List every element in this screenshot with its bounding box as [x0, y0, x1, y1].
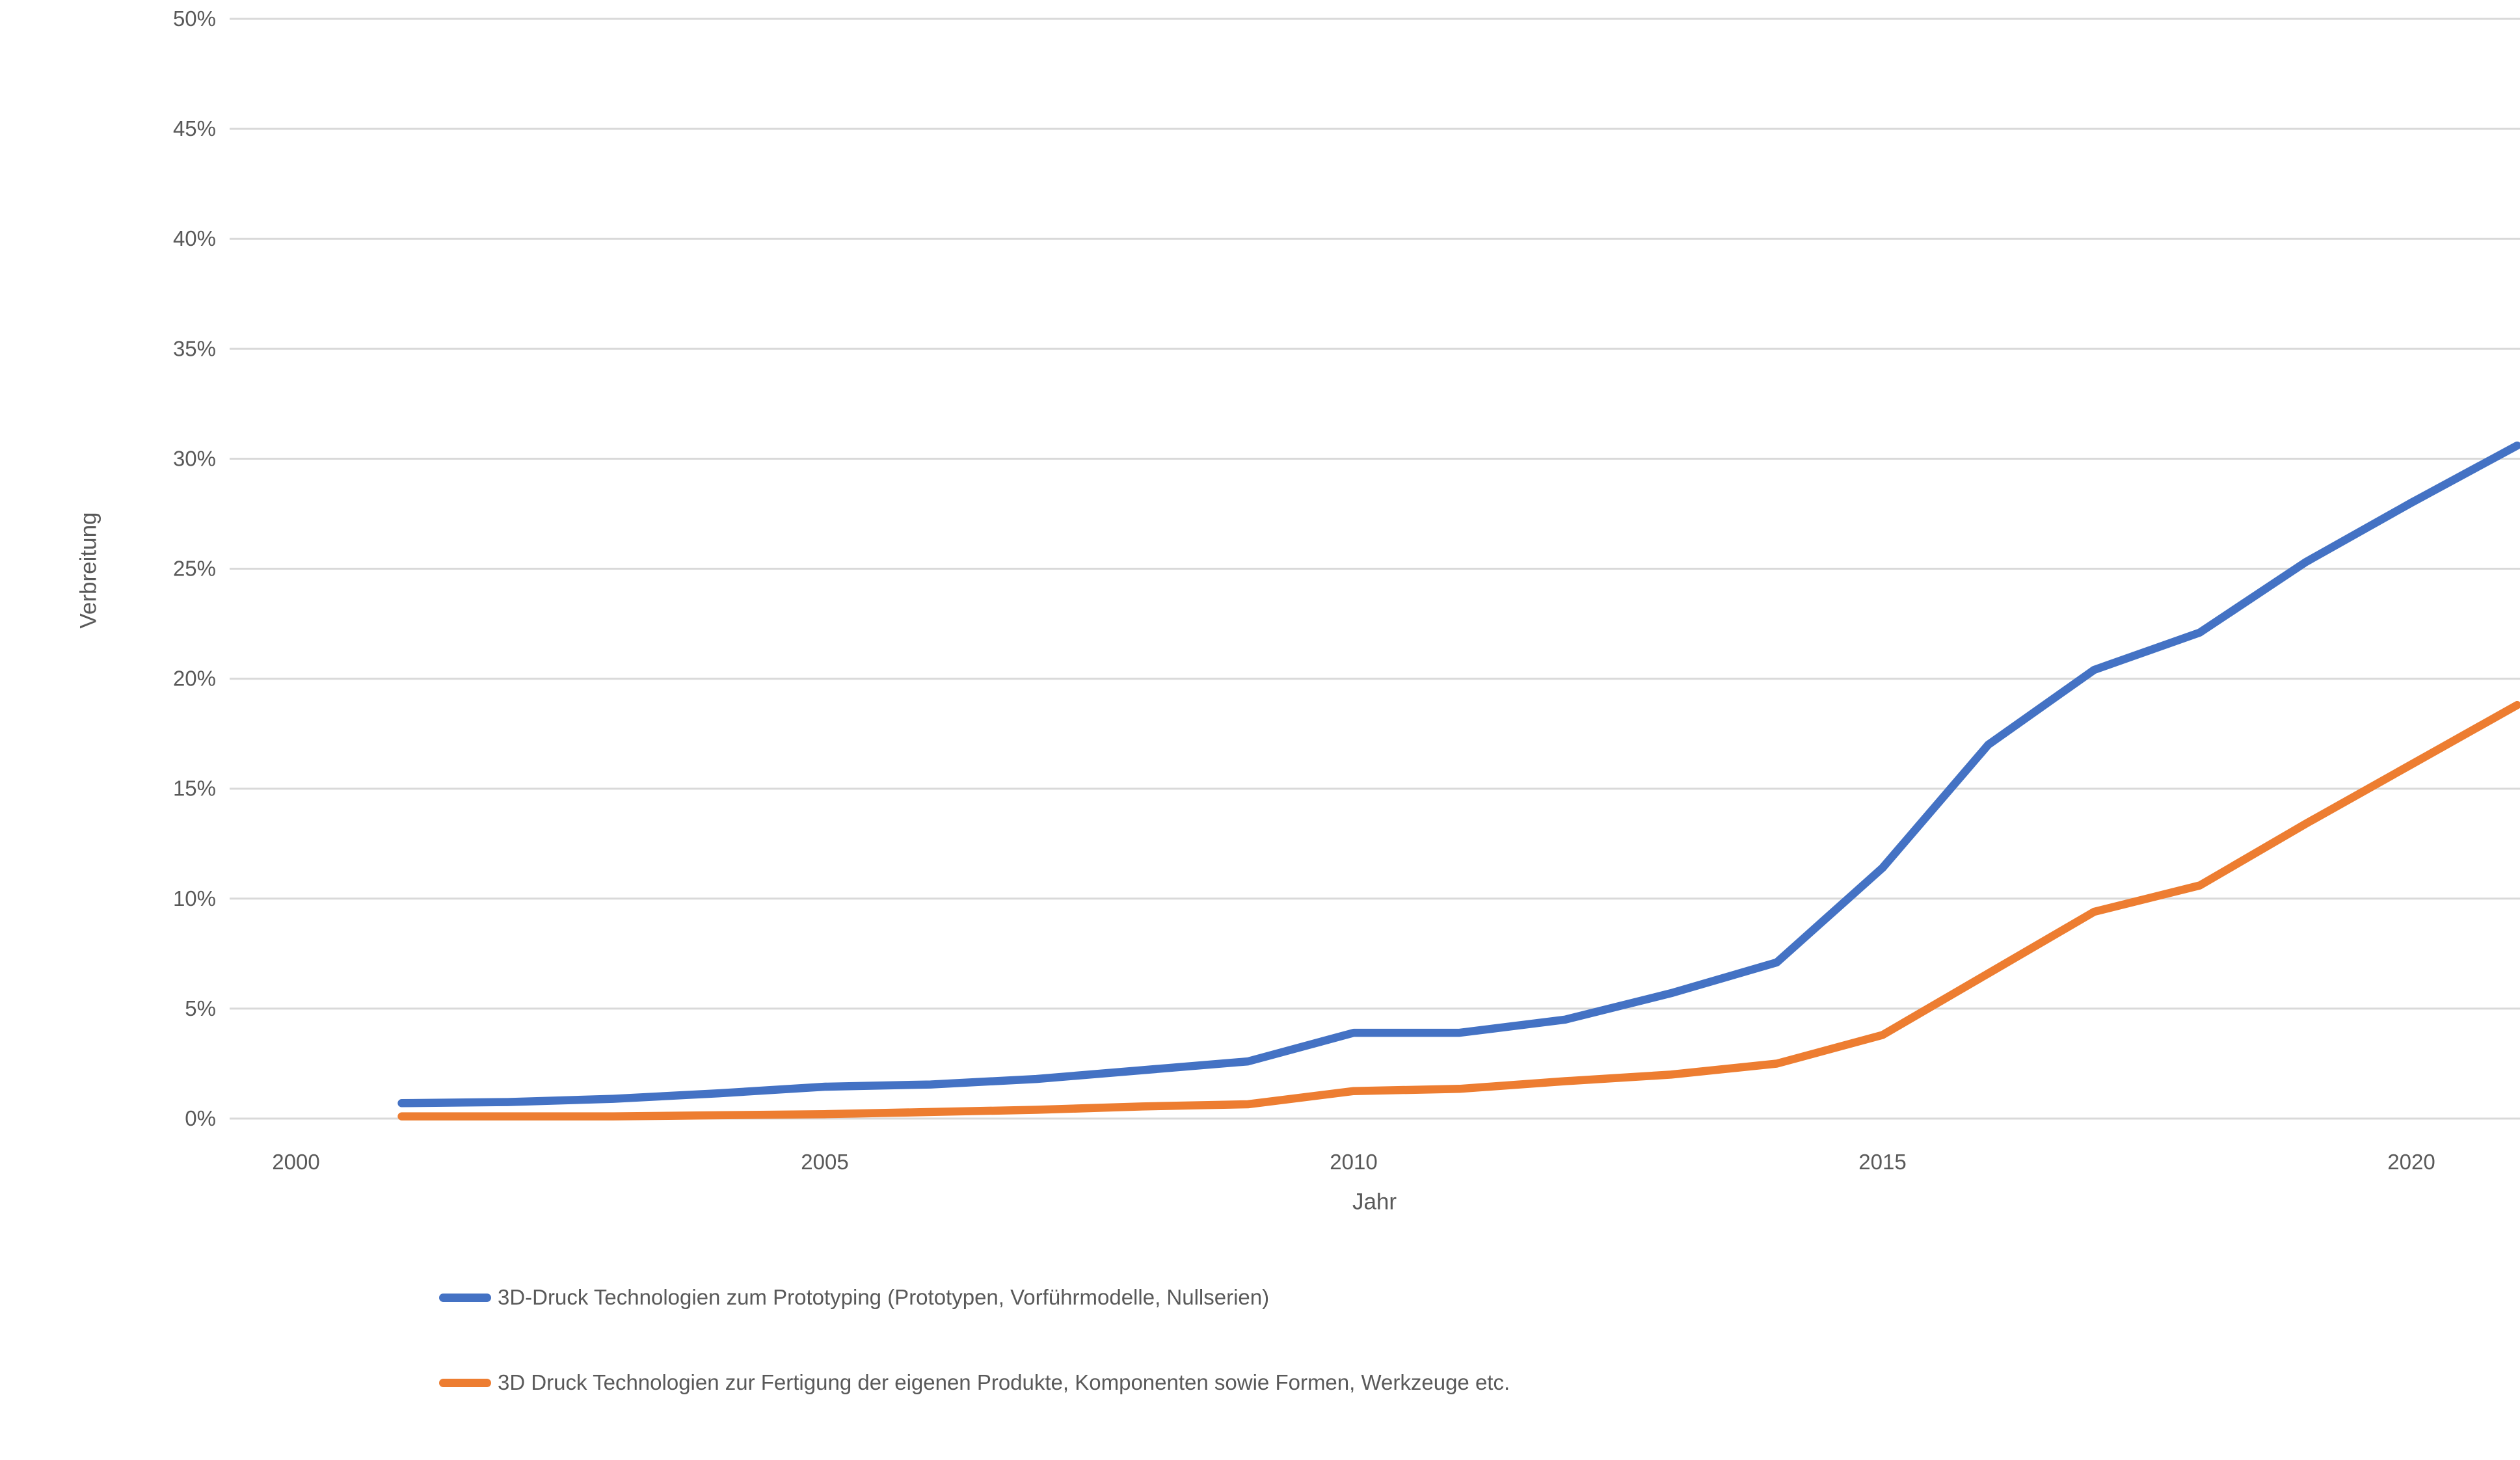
y-axis-title: Verbreitung — [75, 512, 101, 629]
x-tick-label: 2010 — [1330, 1150, 1377, 1174]
y-tick-label: 25% — [173, 557, 216, 581]
y-tick-label: 50% — [173, 7, 216, 31]
y-tick-label: 10% — [173, 886, 216, 910]
prototyping-line — [397, 441, 2520, 1108]
legend-label: 3D-Druck Technologien zum Prototyping (P… — [498, 1285, 1270, 1310]
fertigung-line — [397, 700, 2520, 1121]
x-axis-title: Jahr — [1352, 1189, 1397, 1215]
legend-item: 3D Druck Technologien zur Fertigung der … — [439, 1368, 1510, 1398]
legend: 3D-Druck Technologien zum Prototyping (P… — [439, 1282, 1510, 1398]
y-tick-label: 15% — [173, 776, 216, 801]
y-tick-label: 0% — [185, 1106, 216, 1130]
x-tick-label: 2005 — [801, 1150, 848, 1174]
x-tick-label: 2000 — [272, 1150, 319, 1174]
legend-item: 3D-Druck Technologien zum Prototyping (P… — [439, 1282, 1510, 1312]
y-tick-label: 20% — [173, 667, 216, 691]
x-tick-label: 2020 — [2387, 1150, 2435, 1174]
y-tick-label: 40% — [173, 226, 216, 250]
x-tick-label: 2015 — [1858, 1150, 1906, 1174]
y-tick-label: 45% — [173, 116, 216, 140]
prototyping-series-swatch-icon — [439, 1293, 491, 1302]
fertigung-series-swatch-icon — [439, 1378, 491, 1387]
y-tick-label: 30% — [173, 446, 216, 470]
y-tick-label: 5% — [185, 996, 216, 1020]
legend-label: 3D Druck Technologien zur Fertigung der … — [498, 1370, 1510, 1395]
y-tick-label: 35% — [173, 336, 216, 360]
